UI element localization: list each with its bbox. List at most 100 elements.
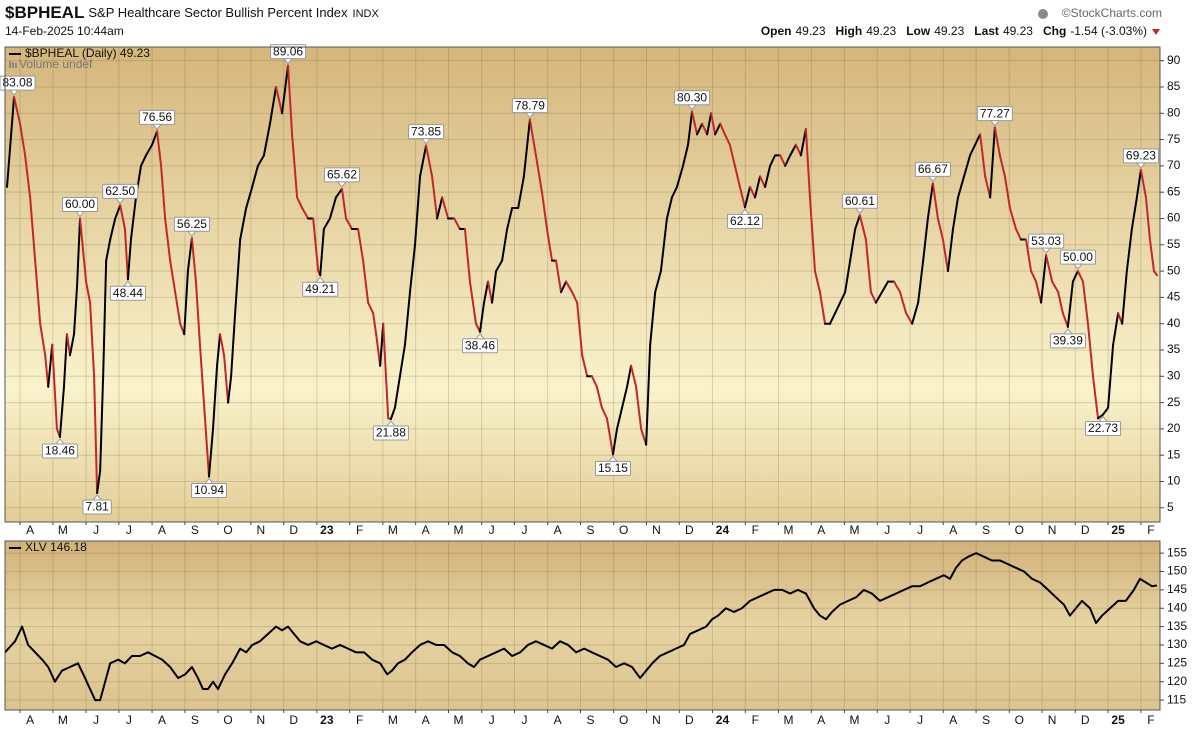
x-tick-label: D — [289, 523, 298, 537]
line-segment — [506, 206, 514, 231]
line-segment — [759, 175, 767, 188]
line-segment — [616, 406, 624, 430]
line-segment — [160, 164, 167, 220]
line-segment — [804, 128, 811, 199]
line-segment — [931, 182, 939, 220]
chart-header: $BPHEAL S&P Healthcare Sector Bullish Per… — [5, 3, 379, 22]
annotation-pointer — [739, 208, 751, 215]
line-segment — [372, 312, 378, 336]
quote-label: High — [836, 24, 863, 38]
line-segment — [595, 385, 603, 409]
x-tick-label: M — [454, 523, 464, 537]
line-segment — [219, 333, 226, 357]
x-tick-label: J — [917, 713, 923, 727]
x-tick-label: O — [619, 713, 628, 727]
x-tick-label: O — [619, 523, 628, 537]
line-segment — [93, 375, 99, 495]
y-tick-label: 155 — [1167, 545, 1187, 559]
line-segment — [545, 228, 554, 262]
y-tick-label: 5 — [1167, 500, 1174, 514]
line-segment — [818, 291, 827, 325]
line-segment — [328, 196, 337, 220]
annotation-label: 78.79 — [515, 98, 545, 112]
line-segment — [706, 112, 713, 136]
line-segment — [794, 143, 802, 157]
annotation-label: 50.00 — [1063, 250, 1093, 264]
line-segment — [687, 110, 694, 146]
line-segment — [262, 122, 271, 157]
line-segment — [234, 238, 242, 315]
line-segment — [1071, 270, 1079, 283]
x-tick-label: 24 — [716, 523, 730, 537]
line-segment — [581, 354, 589, 378]
x-tick-label: A — [554, 523, 562, 537]
line-segment — [99, 375, 105, 472]
y-tick-label: 75 — [1167, 132, 1181, 146]
line-segment — [96, 469, 102, 495]
line-segment — [382, 322, 390, 420]
annotation-pointer — [203, 477, 215, 485]
y-tick-label: 35 — [1167, 342, 1181, 356]
line-segment — [576, 301, 584, 357]
quote-value: -1.54 (-3.03%) — [1070, 24, 1147, 38]
line-segment — [621, 385, 629, 409]
annotation-pointer — [421, 138, 432, 145]
line-segment — [287, 64, 294, 136]
line-segment — [738, 185, 746, 209]
line-segment — [227, 375, 233, 404]
line-segment — [375, 333, 382, 367]
line-segment — [186, 237, 193, 273]
line-segment — [1092, 375, 1100, 420]
annotation-label: 53.03 — [1031, 234, 1061, 248]
line-segment — [230, 312, 237, 378]
annotation-label: 7.81 — [85, 500, 109, 514]
line-segment — [675, 164, 684, 188]
line-segment — [1045, 254, 1054, 283]
x-tick-label: O — [223, 713, 232, 727]
line-segment — [696, 122, 704, 136]
volume-icon — [9, 61, 11, 68]
line-segment — [126, 238, 132, 281]
line-segment — [854, 214, 861, 231]
x-tick-label: D — [1081, 523, 1090, 537]
line-segment — [728, 143, 736, 167]
x-tick-label: A — [26, 523, 34, 537]
y-tick-label: 85 — [1167, 79, 1181, 93]
line-segment — [719, 122, 726, 136]
line-segment — [1144, 196, 1151, 241]
line-segment — [256, 154, 265, 167]
y-tick-label: 30 — [1167, 368, 1181, 382]
x-tick-label: J — [489, 713, 495, 727]
line-segment — [1121, 270, 1128, 325]
line-segment — [164, 217, 172, 262]
line-segment — [799, 128, 807, 157]
line-segment — [649, 291, 657, 346]
line-segment — [1035, 280, 1043, 304]
line-segment — [198, 343, 206, 420]
line-segment — [145, 143, 154, 157]
line-segment — [1061, 312, 1069, 328]
annotation-pointer — [74, 210, 86, 218]
line-segment — [645, 343, 652, 446]
line-segment — [114, 204, 122, 220]
line-segment — [764, 164, 772, 188]
line-segment — [829, 312, 837, 325]
line-segment — [1097, 413, 1105, 420]
x-tick-label: D — [289, 713, 298, 727]
x-tick-label: M — [454, 713, 464, 727]
line-segment — [665, 196, 673, 220]
x-tick-label: 23 — [320, 713, 334, 727]
x-tick-label: D — [1081, 713, 1090, 727]
annotation-label: 15.15 — [598, 461, 628, 475]
y-tick-label: 25 — [1167, 395, 1181, 409]
annotation-pointer — [989, 120, 1000, 127]
x-tick-label: M — [849, 713, 859, 727]
x-tick-label: N — [1048, 523, 1057, 537]
line-segment — [251, 164, 259, 188]
annotation-pointer — [474, 332, 486, 340]
x-tick-label: A — [158, 713, 166, 727]
line-segment — [733, 164, 741, 188]
line-segment — [754, 175, 762, 199]
x-tick-label: 24 — [716, 713, 730, 727]
line-segment — [345, 217, 354, 231]
